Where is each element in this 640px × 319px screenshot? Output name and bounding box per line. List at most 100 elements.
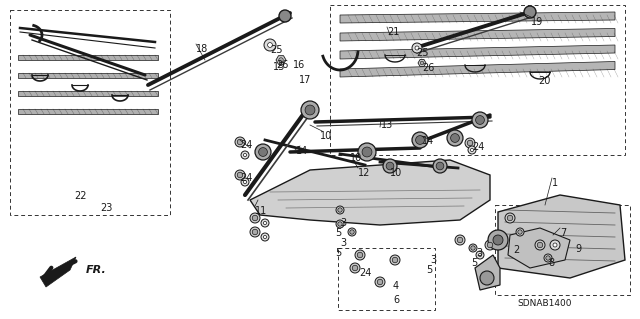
Text: 8: 8 xyxy=(548,258,554,268)
Circle shape xyxy=(412,43,422,53)
Text: 9: 9 xyxy=(575,244,581,254)
Circle shape xyxy=(544,254,552,262)
Text: 26: 26 xyxy=(276,60,289,70)
Circle shape xyxy=(383,159,397,173)
Text: 19: 19 xyxy=(531,17,543,27)
Polygon shape xyxy=(276,56,286,64)
Text: 1: 1 xyxy=(552,178,558,188)
Circle shape xyxy=(255,144,271,160)
Polygon shape xyxy=(418,60,426,66)
Circle shape xyxy=(279,10,291,22)
Text: 5: 5 xyxy=(426,265,432,275)
Text: 3: 3 xyxy=(340,238,346,248)
Circle shape xyxy=(243,181,246,184)
Circle shape xyxy=(469,244,477,252)
Circle shape xyxy=(488,230,508,250)
Circle shape xyxy=(447,130,463,146)
Circle shape xyxy=(377,279,383,285)
Circle shape xyxy=(362,147,372,157)
Text: 26: 26 xyxy=(422,63,435,73)
Polygon shape xyxy=(340,28,615,41)
Text: 16: 16 xyxy=(293,60,305,70)
Circle shape xyxy=(420,61,424,65)
Circle shape xyxy=(252,215,258,221)
Circle shape xyxy=(355,250,365,260)
Text: 2: 2 xyxy=(513,245,519,255)
Text: 24: 24 xyxy=(240,173,252,183)
Circle shape xyxy=(465,138,475,148)
Text: 13: 13 xyxy=(381,120,393,130)
Circle shape xyxy=(436,162,444,170)
Circle shape xyxy=(261,219,269,227)
Text: 17: 17 xyxy=(299,75,312,85)
Text: 5: 5 xyxy=(335,228,341,238)
Circle shape xyxy=(338,222,342,226)
Text: 12: 12 xyxy=(358,168,371,178)
Polygon shape xyxy=(18,73,158,78)
Circle shape xyxy=(493,235,503,245)
Circle shape xyxy=(264,235,267,239)
Circle shape xyxy=(237,172,243,178)
Polygon shape xyxy=(18,55,158,60)
Circle shape xyxy=(476,115,484,124)
Text: 3: 3 xyxy=(476,248,482,258)
Circle shape xyxy=(252,229,258,235)
Circle shape xyxy=(390,255,400,265)
Text: 5: 5 xyxy=(335,248,341,258)
Circle shape xyxy=(433,159,447,173)
Circle shape xyxy=(264,39,276,51)
Circle shape xyxy=(505,213,515,223)
Text: 18: 18 xyxy=(196,44,208,54)
Circle shape xyxy=(259,148,268,156)
Circle shape xyxy=(348,228,356,236)
Text: 21: 21 xyxy=(387,27,399,37)
Polygon shape xyxy=(508,228,570,268)
Polygon shape xyxy=(498,195,625,278)
Text: 25: 25 xyxy=(416,48,429,58)
Circle shape xyxy=(241,151,249,159)
Text: 25: 25 xyxy=(270,45,282,55)
Circle shape xyxy=(470,148,474,152)
Circle shape xyxy=(279,58,284,62)
Text: 5: 5 xyxy=(471,258,477,268)
Circle shape xyxy=(546,256,550,260)
Circle shape xyxy=(485,240,495,250)
Polygon shape xyxy=(340,12,615,23)
Text: 24: 24 xyxy=(240,140,252,150)
Text: 22: 22 xyxy=(74,191,86,201)
Circle shape xyxy=(472,112,488,128)
Circle shape xyxy=(336,220,344,228)
Circle shape xyxy=(268,43,273,48)
Circle shape xyxy=(241,178,249,186)
Text: 24: 24 xyxy=(472,142,484,152)
Text: 4: 4 xyxy=(393,281,399,291)
Polygon shape xyxy=(340,62,615,77)
Circle shape xyxy=(457,237,463,243)
Circle shape xyxy=(350,230,354,234)
Circle shape xyxy=(508,215,513,221)
Circle shape xyxy=(250,213,260,223)
Circle shape xyxy=(516,228,524,236)
Circle shape xyxy=(518,230,522,234)
Text: 14: 14 xyxy=(422,136,435,146)
Circle shape xyxy=(235,137,245,147)
Polygon shape xyxy=(340,45,615,59)
Circle shape xyxy=(415,136,424,145)
Text: 10: 10 xyxy=(350,153,362,163)
Text: 3: 3 xyxy=(430,255,436,265)
Circle shape xyxy=(352,265,358,271)
Circle shape xyxy=(468,146,476,154)
Circle shape xyxy=(479,253,482,256)
Circle shape xyxy=(392,257,397,263)
Polygon shape xyxy=(475,255,500,290)
Text: 6: 6 xyxy=(393,295,399,305)
Circle shape xyxy=(487,242,493,248)
Circle shape xyxy=(243,153,246,157)
Circle shape xyxy=(553,243,557,247)
Circle shape xyxy=(264,221,267,225)
Text: 15: 15 xyxy=(273,62,285,72)
Circle shape xyxy=(412,132,428,148)
Text: 7: 7 xyxy=(560,228,566,238)
Circle shape xyxy=(357,252,363,258)
Circle shape xyxy=(358,143,376,161)
